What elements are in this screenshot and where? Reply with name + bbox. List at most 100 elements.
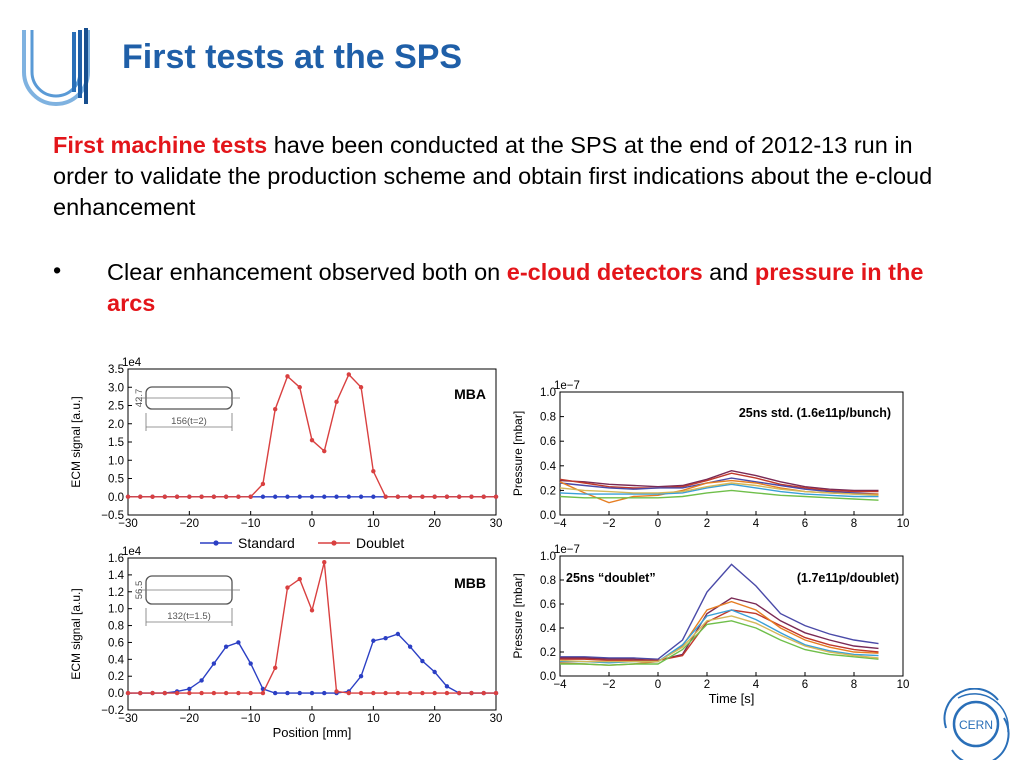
series-line-4 bbox=[559, 483, 879, 498]
y-tick-label: 1.6 bbox=[108, 553, 124, 565]
data-point bbox=[481, 494, 486, 499]
data-point bbox=[444, 690, 450, 696]
data-point bbox=[395, 494, 401, 499]
data-point bbox=[395, 631, 401, 637]
data-point bbox=[273, 406, 278, 412]
series-line-5 bbox=[559, 489, 879, 501]
y-tick-label: 0.5 bbox=[108, 474, 124, 486]
data-point bbox=[371, 494, 376, 499]
chart-mbb: −30 −20 −10 0 10 20 30 −0.2 0.0 0.2 0.4 0.6 0.8 1.0 1.… bbox=[69, 546, 502, 740]
chart-label: MBB bbox=[454, 575, 486, 591]
x-tick-label: −10 bbox=[241, 518, 261, 530]
data-point bbox=[334, 399, 339, 405]
x-tick-label: −4 bbox=[553, 518, 567, 530]
data-point bbox=[309, 437, 315, 443]
axis-multiplier: 1e−7 bbox=[554, 544, 580, 556]
bullet-marker: • bbox=[53, 257, 62, 283]
data-point bbox=[138, 690, 143, 696]
y-tick-label: 0.2 bbox=[540, 647, 556, 659]
data-point bbox=[334, 689, 339, 694]
y-axis-label: ECM signal [a.u.] bbox=[69, 396, 83, 487]
data-point bbox=[162, 690, 167, 696]
axis-multiplier: 1e4 bbox=[122, 546, 142, 558]
series-line-6 bbox=[559, 482, 879, 496]
chart-annotation-left: 25ns “doublet” bbox=[566, 571, 656, 585]
data-point bbox=[199, 678, 204, 683]
data-point bbox=[138, 494, 143, 499]
x-tick-label: 0 bbox=[309, 518, 315, 530]
x-tick-label: 10 bbox=[897, 679, 910, 691]
data-point bbox=[150, 690, 155, 696]
data-point bbox=[236, 494, 241, 499]
y-tick-label: 0.4 bbox=[540, 461, 557, 473]
x-tick-label: −20 bbox=[180, 518, 200, 530]
data-point bbox=[334, 494, 339, 499]
x-tick-label: −2 bbox=[602, 518, 615, 530]
data-point bbox=[285, 374, 290, 379]
data-point bbox=[420, 658, 425, 664]
data-point bbox=[297, 385, 302, 390]
y-tick-label: 0.8 bbox=[540, 575, 556, 587]
x-tick-label: 0 bbox=[655, 518, 661, 530]
x-tick-label: 6 bbox=[802, 679, 808, 691]
series-line-0 bbox=[559, 469, 879, 492]
data-point bbox=[346, 372, 351, 377]
x-tick-label: 2 bbox=[704, 679, 710, 691]
data-point bbox=[444, 684, 450, 689]
data-point bbox=[346, 690, 351, 696]
chart-pressure-doublet: −4 −2 0 2 4 6 8 10 0.0 0.2 0.4 0.6 0.8 1.01e−7 Pressur… bbox=[511, 544, 910, 706]
data-point bbox=[444, 494, 450, 499]
data-point bbox=[383, 636, 388, 641]
data-point bbox=[371, 690, 376, 696]
legend-label-standard: Standard bbox=[238, 535, 295, 551]
inset-height-label: 56.5 bbox=[134, 581, 145, 600]
data-point bbox=[322, 690, 327, 696]
inset-width-label: 156(t=2) bbox=[171, 416, 207, 427]
data-point bbox=[260, 494, 266, 499]
x-tick-label: −4 bbox=[553, 679, 567, 691]
data-point bbox=[358, 674, 364, 679]
chart-annotation: 25ns std. (1.6e11p/bunch) bbox=[739, 406, 891, 420]
x-tick-label: 10 bbox=[897, 518, 910, 530]
y-tick-label: −0.2 bbox=[101, 705, 124, 717]
x-tick-label: 10 bbox=[367, 518, 380, 530]
x-tick-label: 8 bbox=[851, 679, 857, 691]
data-point bbox=[248, 690, 253, 696]
y-tick-label: 1.0 bbox=[108, 455, 124, 467]
y-tick-label: 0.6 bbox=[108, 637, 124, 649]
y-tick-label: 2.5 bbox=[108, 401, 124, 413]
x-tick-label: 6 bbox=[802, 518, 808, 530]
plot-frame bbox=[127, 557, 497, 711]
data-point bbox=[236, 690, 241, 696]
intro-paragraph: First machine tests have been conducted … bbox=[53, 130, 933, 223]
data-point bbox=[432, 669, 437, 675]
data-point bbox=[174, 494, 180, 499]
data-point bbox=[223, 644, 229, 649]
x-tick-label: 8 bbox=[851, 518, 857, 530]
data-point bbox=[199, 690, 204, 696]
y-tick-label: 0.6 bbox=[540, 436, 556, 448]
y-tick-label: 3.0 bbox=[108, 382, 124, 394]
bullet-part1: Clear enhancement observed both on bbox=[107, 259, 507, 285]
chart-mba: −30 −20 −10 0 10 20 30 −0.5 0.0 0.5 1.0 1.5 2.0 2.5 3.… bbox=[69, 357, 502, 530]
x-tick-label: −30 bbox=[118, 518, 138, 530]
data-point bbox=[248, 661, 253, 666]
u-logo-icon bbox=[22, 28, 90, 106]
y-tick-label: 0.8 bbox=[108, 621, 124, 633]
series-line-6 bbox=[559, 615, 879, 663]
data-point bbox=[248, 494, 253, 499]
data-point bbox=[309, 608, 315, 613]
y-tick-label: 0.6 bbox=[540, 599, 556, 611]
data-point bbox=[223, 690, 229, 696]
y-tick-label: 0.0 bbox=[540, 510, 556, 522]
y-tick-label: 0.4 bbox=[540, 623, 557, 635]
axis-multiplier: 1e−7 bbox=[554, 380, 580, 392]
slide-title: First tests at the SPS bbox=[122, 38, 463, 76]
y-tick-label: 1.0 bbox=[108, 604, 124, 616]
data-point bbox=[432, 690, 437, 696]
data-point bbox=[481, 690, 486, 696]
intro-text: have been conducted at the SPS at the en… bbox=[53, 132, 933, 220]
y-tick-label: 0.0 bbox=[108, 492, 124, 504]
y-tick-label: 1.2 bbox=[108, 587, 124, 599]
data-point bbox=[273, 690, 278, 696]
